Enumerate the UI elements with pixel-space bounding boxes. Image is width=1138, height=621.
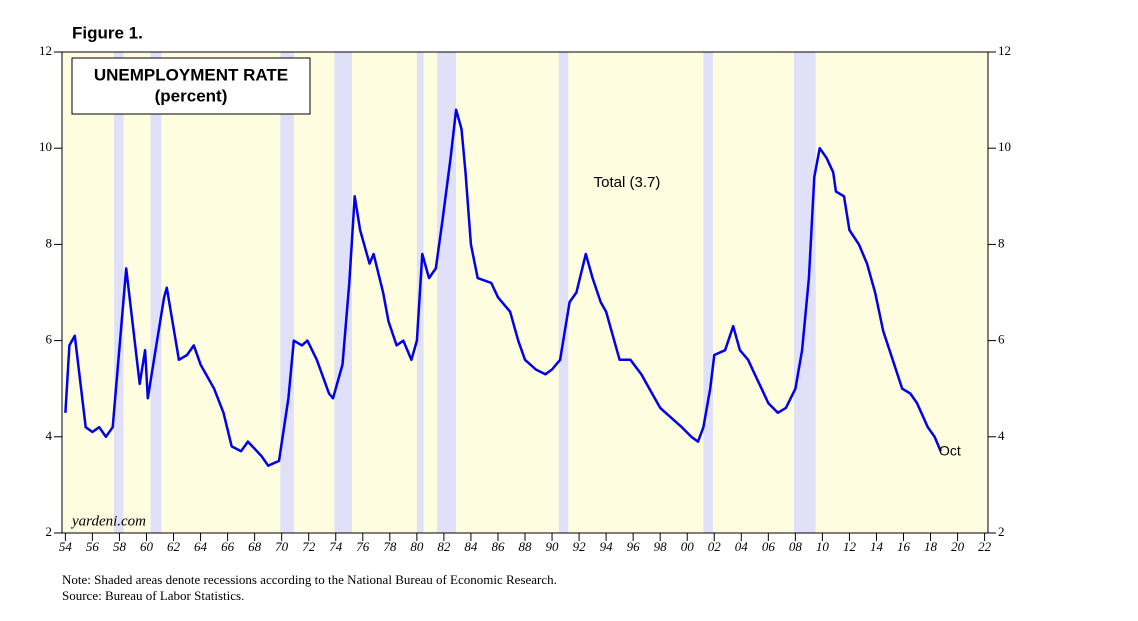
plot-background xyxy=(62,52,988,533)
x-tick-label: 16 xyxy=(897,539,911,554)
y-tick-label: 12 xyxy=(39,43,52,58)
x-tick-label: 78 xyxy=(383,539,397,554)
x-tick-label: 82 xyxy=(437,539,451,554)
x-tick-label: 04 xyxy=(735,539,749,554)
note: Note: Shaded areas denote recessions acc… xyxy=(62,572,557,587)
y-tick-label: 2 xyxy=(46,524,53,539)
x-tick-label: 88 xyxy=(519,539,533,554)
recession-band xyxy=(794,52,816,533)
x-tick-label: 84 xyxy=(464,539,478,554)
y2-tick-label: 10 xyxy=(998,139,1011,154)
annotation: Total (3.7) xyxy=(594,174,661,191)
x-tick-label: 60 xyxy=(140,539,154,554)
x-tick-label: 12 xyxy=(843,539,857,554)
y2-tick-label: 8 xyxy=(998,235,1005,250)
x-tick-label: 74 xyxy=(329,539,343,554)
watermark: yardeni.com xyxy=(70,513,146,529)
x-tick-label: 10 xyxy=(816,539,830,554)
recession-band xyxy=(150,52,162,533)
y-tick-label: 8 xyxy=(46,235,53,250)
y2-tick-label: 6 xyxy=(998,332,1005,347)
chart-title: UNEMPLOYMENT RATE xyxy=(94,65,288,84)
recession-band xyxy=(558,52,569,533)
title-box xyxy=(71,57,311,115)
x-tick-label: 06 xyxy=(762,539,776,554)
x-tick-label: 96 xyxy=(627,539,641,554)
y2-tick-label: 12 xyxy=(998,43,1011,58)
x-tick-label: 80 xyxy=(410,539,424,554)
recession-band xyxy=(114,52,124,533)
x-tick-label: 76 xyxy=(356,539,370,554)
x-tick-label: 86 xyxy=(491,539,505,554)
chart-subtitle: (percent) xyxy=(155,86,228,105)
x-tick-label: 90 xyxy=(546,539,560,554)
x-tick-label: 08 xyxy=(789,539,803,554)
data-line xyxy=(64,108,942,467)
figure-label: Figure 1. xyxy=(72,23,143,42)
recession-band xyxy=(703,52,713,533)
y-tick-label: 6 xyxy=(46,332,53,347)
x-tick-label: 62 xyxy=(167,539,181,554)
x-tick-label: 58 xyxy=(113,539,127,554)
x-tick-label: 14 xyxy=(870,539,884,554)
note: Source: Bureau of Labor Statistics. xyxy=(62,588,244,603)
x-tick-label: 68 xyxy=(248,539,262,554)
x-tick-label: 56 xyxy=(86,539,100,554)
x-tick-label: 54 xyxy=(59,539,73,554)
recession-band xyxy=(437,52,457,533)
x-tick-label: 66 xyxy=(221,539,235,554)
x-tick-label: 22 xyxy=(978,539,992,554)
x-tick-label: 72 xyxy=(302,539,316,554)
x-tick-label: 18 xyxy=(924,539,938,554)
recession-band xyxy=(280,52,294,533)
x-tick-label: 02 xyxy=(708,539,722,554)
recession-band xyxy=(334,52,352,533)
x-tick-label: 94 xyxy=(600,539,614,554)
y2-tick-label: 2 xyxy=(998,524,1005,539)
y-tick-label: 4 xyxy=(46,428,53,443)
y2-tick-label: 4 xyxy=(998,428,1005,443)
x-tick-label: 64 xyxy=(194,539,208,554)
y-tick-label: 10 xyxy=(39,139,52,154)
x-tick-label: 92 xyxy=(573,539,587,554)
x-tick-label: 98 xyxy=(654,539,668,554)
end-label: Oct xyxy=(939,443,961,459)
x-tick-label: 00 xyxy=(681,539,695,554)
x-tick-label: 20 xyxy=(951,539,965,554)
x-tick-label: 70 xyxy=(275,539,289,554)
